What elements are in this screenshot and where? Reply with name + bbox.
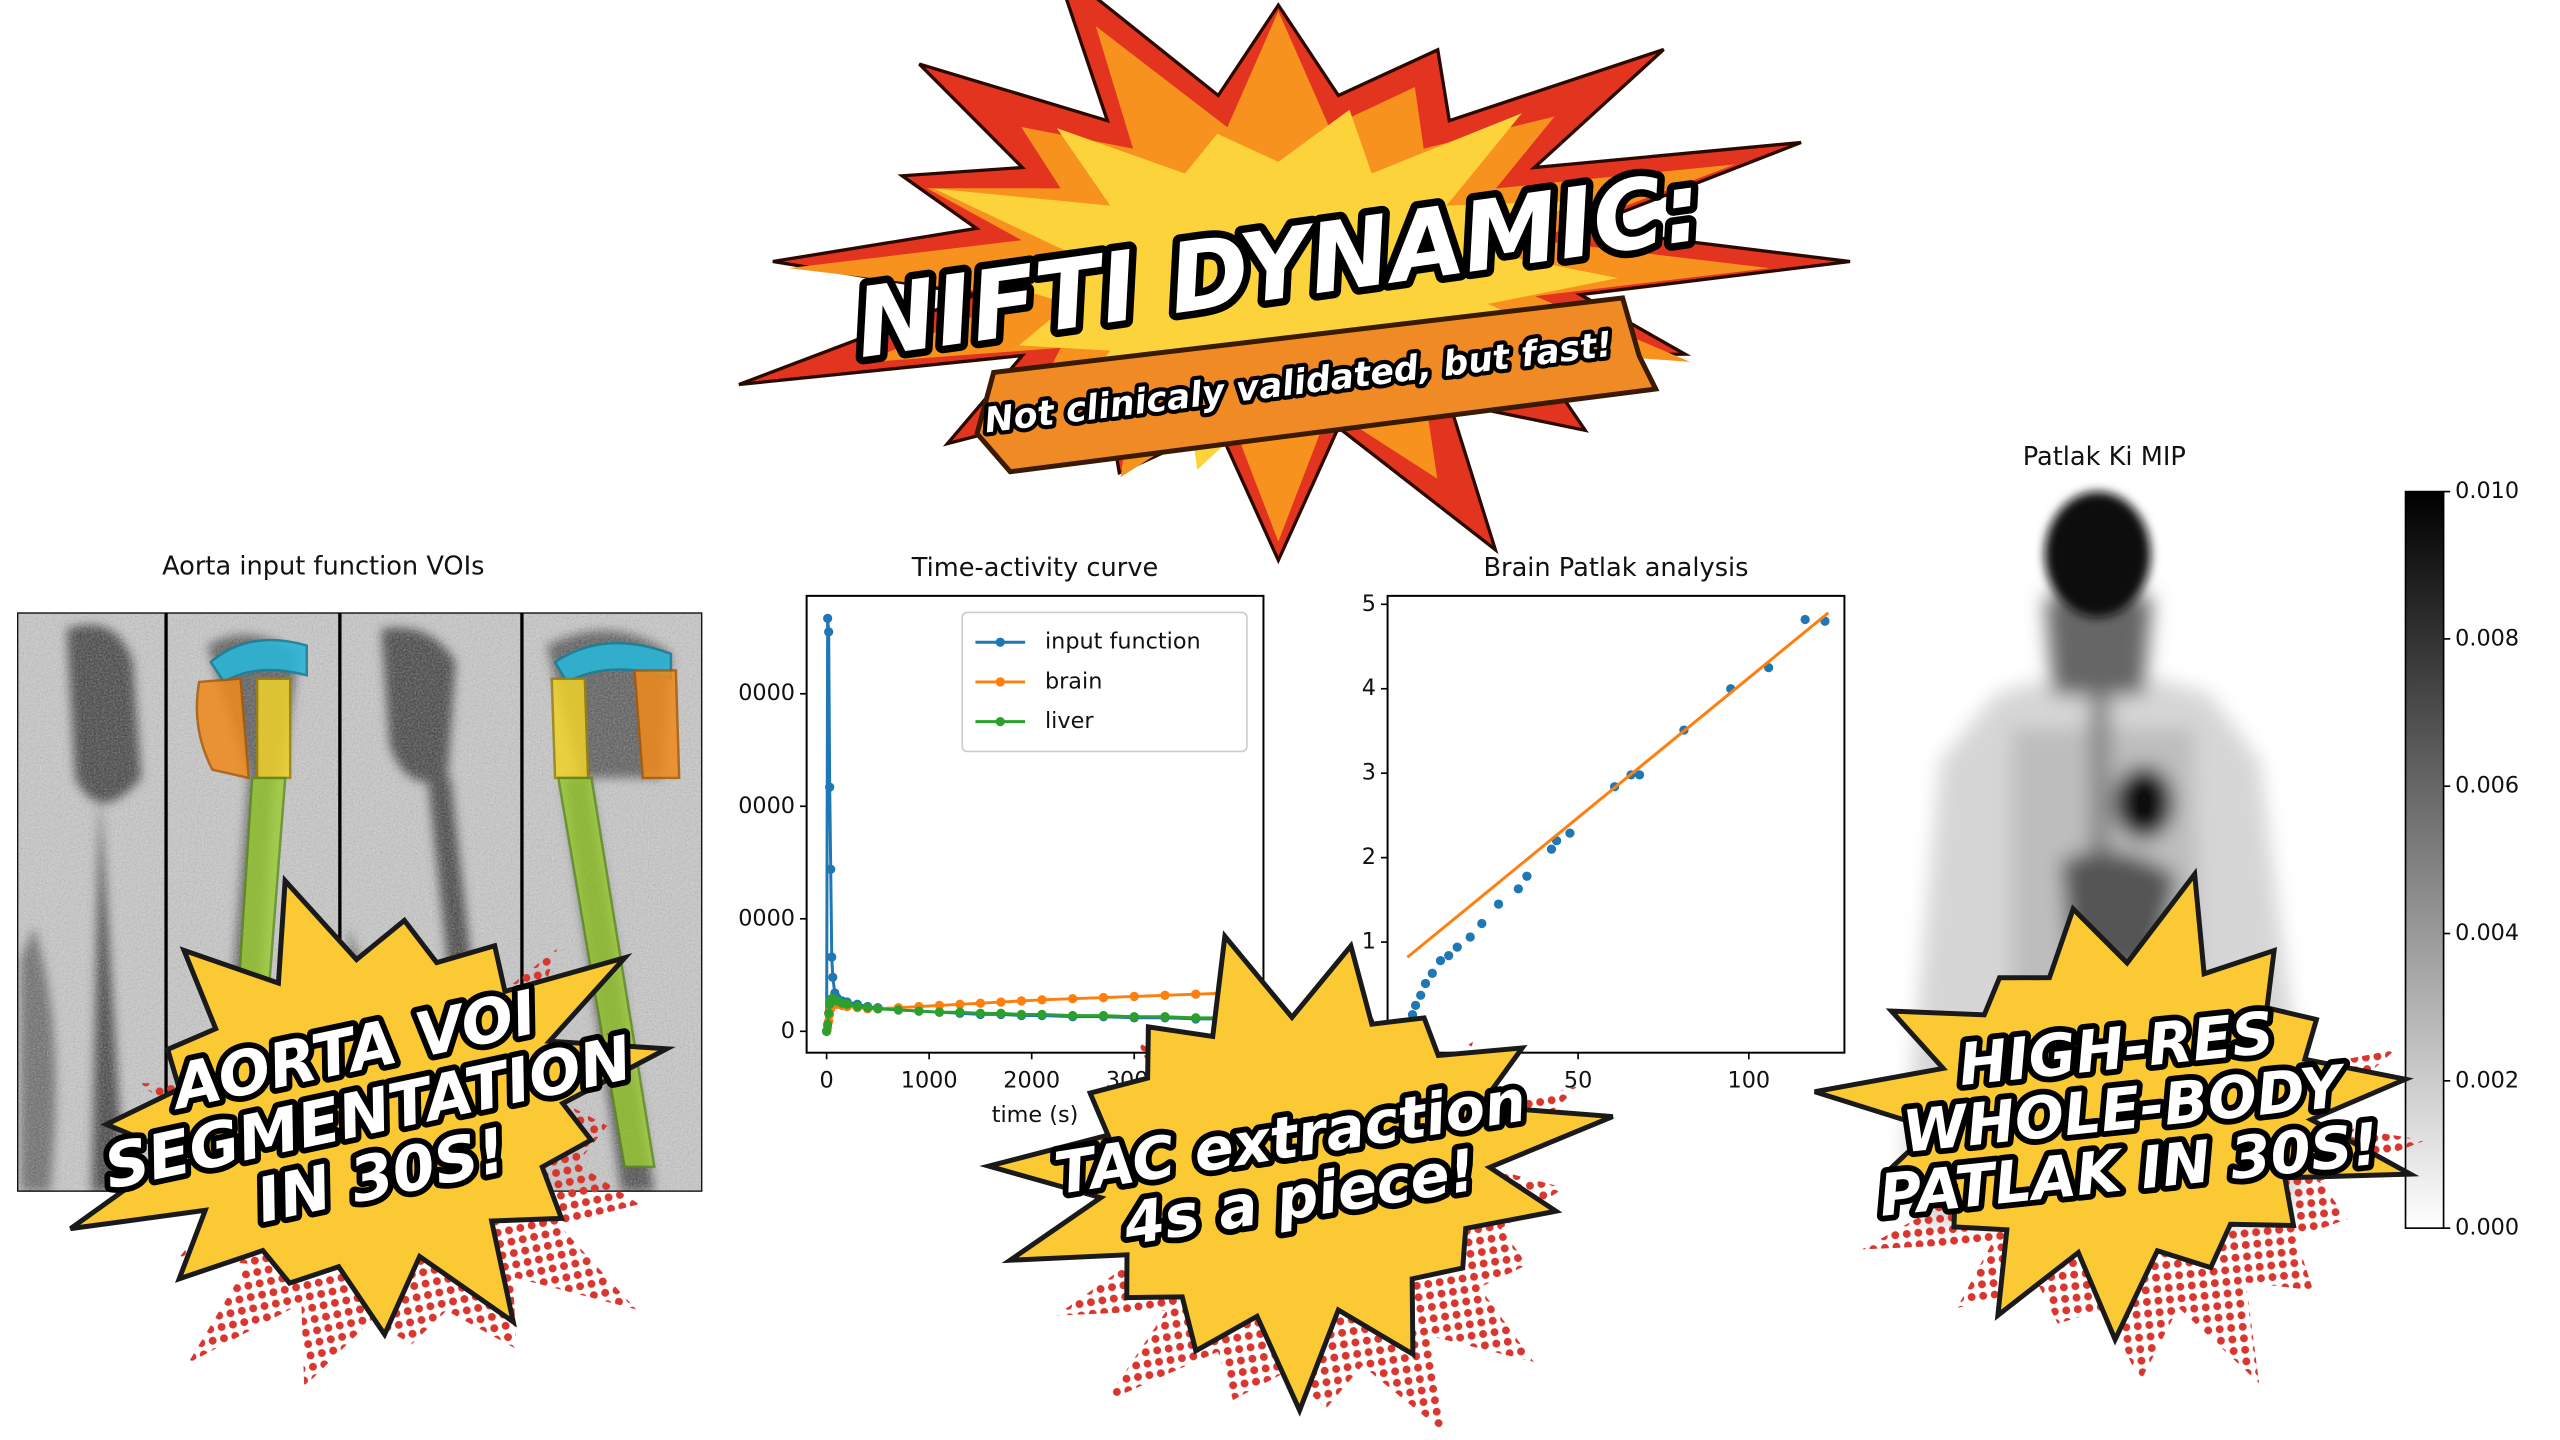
data-point xyxy=(842,999,852,1009)
chart-title: Brain Patlak analysis xyxy=(1483,553,1748,583)
legend-label: brain xyxy=(1045,668,1102,694)
colorbar-tick-label: 0.004 xyxy=(2455,920,2519,946)
x-tick-label: 2000 xyxy=(1003,1067,1060,1093)
legend-marker xyxy=(995,677,1005,687)
data-point xyxy=(828,972,838,982)
data-point xyxy=(955,1007,965,1017)
data-point xyxy=(996,1008,1006,1018)
data-point xyxy=(827,952,837,962)
data-point xyxy=(1160,1012,1170,1022)
data-point xyxy=(873,1004,883,1014)
data-point xyxy=(934,1007,945,1017)
data-point xyxy=(1129,991,1139,1002)
data-point xyxy=(1098,1010,1109,1021)
data-point xyxy=(934,1000,945,1011)
data-point xyxy=(1465,932,1475,942)
data-point xyxy=(1191,989,1201,999)
data-point xyxy=(1513,884,1523,894)
data-point xyxy=(1444,950,1454,961)
data-point xyxy=(1068,994,1078,1004)
data-point xyxy=(823,1019,833,1030)
data-point xyxy=(825,782,835,792)
data-point xyxy=(975,998,986,1008)
chart: 01000200030000100002000030000time (s)inp… xyxy=(724,594,1265,1128)
data-point xyxy=(1129,1012,1139,1022)
colorbar-tick-label: 0.006 xyxy=(2455,773,2519,799)
y-tick-label: 1 xyxy=(1362,929,1376,955)
colorbar-tick-label: 0.010 xyxy=(2455,478,2519,504)
data-point xyxy=(1493,899,1504,909)
panel-title: Aorta input function VOIs xyxy=(162,551,484,581)
data-point xyxy=(1565,828,1575,838)
chart-title: Time-activity curve xyxy=(911,553,1159,583)
data-point xyxy=(1016,1009,1027,1020)
ribbon xyxy=(974,295,1660,475)
badge-burst xyxy=(979,930,1614,1417)
data-point xyxy=(1420,978,1431,989)
y-tick-label: 2 xyxy=(1362,844,1376,870)
data-point xyxy=(823,613,833,624)
data-point xyxy=(1037,1009,1047,1020)
data-point xyxy=(824,627,834,637)
data-point xyxy=(1191,1013,1201,1023)
x-tick-label: 0 xyxy=(820,1067,834,1093)
legend-marker xyxy=(995,637,1005,647)
data-point xyxy=(1427,968,1437,978)
colorbar-tick-label: 0.002 xyxy=(2455,1067,2519,1093)
x-tick-label: 1000 xyxy=(901,1067,958,1093)
chart: 050100012345 xyxy=(1362,591,1846,1093)
y-tick-label: 0 xyxy=(781,1018,795,1044)
y-tick-label: 30000 xyxy=(724,680,795,706)
colorbar-tick-label: 0.000 xyxy=(2455,1215,2519,1241)
colorbar xyxy=(2404,490,2445,1229)
series-line xyxy=(1406,611,1830,959)
data-point xyxy=(1522,871,1532,881)
data-point xyxy=(1634,770,1645,780)
data-point xyxy=(1416,990,1426,1000)
data-point xyxy=(914,1006,924,1016)
plot-area xyxy=(1386,594,1846,1054)
data-point xyxy=(955,999,965,1009)
legend-marker xyxy=(995,717,1005,727)
data-point xyxy=(893,1005,904,1015)
data-point xyxy=(1037,995,1047,1005)
data-point xyxy=(1477,918,1487,929)
data-point xyxy=(1098,992,1109,1003)
legend-label: liver xyxy=(1045,708,1094,734)
data-point xyxy=(1016,996,1027,1006)
data-point xyxy=(824,1008,834,1018)
badge-burst xyxy=(69,874,676,1340)
data-point xyxy=(1160,990,1170,1000)
legend-box xyxy=(961,611,1248,753)
x-tick-label: 100 xyxy=(1728,1067,1771,1093)
data-point xyxy=(852,1001,863,1012)
data-point xyxy=(996,997,1006,1007)
data-point xyxy=(1410,1000,1421,1011)
data-point xyxy=(1068,1010,1078,1021)
title-burst: NIFTI DYNAMIC: Not clinicaly validated, … xyxy=(738,0,1851,565)
y-tick-label: 3 xyxy=(1362,760,1376,786)
y-tick-label: 20000 xyxy=(724,793,795,819)
data-point xyxy=(862,1003,873,1013)
data-point xyxy=(1435,956,1446,966)
y-tick-label: 5 xyxy=(1362,591,1376,617)
y-tick-label: 10000 xyxy=(724,905,795,931)
colorbar-tick-label: 0.008 xyxy=(2455,625,2519,651)
badge-burst xyxy=(1814,867,2420,1346)
y-tick-label: 4 xyxy=(1362,675,1376,701)
data-point xyxy=(826,864,836,874)
data-point xyxy=(1452,942,1462,952)
data-point xyxy=(1800,614,1810,625)
data-point xyxy=(1546,844,1557,854)
legend-label: input function xyxy=(1045,629,1201,655)
x-axis-label: time (s) xyxy=(992,1102,1079,1128)
data-point xyxy=(975,1008,986,1018)
chart-title: Patlak Ki MIP xyxy=(2023,442,2186,472)
